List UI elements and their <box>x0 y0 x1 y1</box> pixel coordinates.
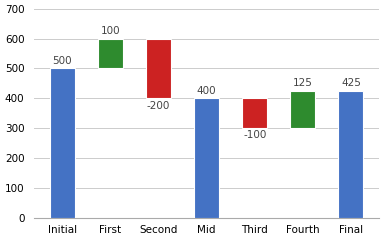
Bar <box>242 98 267 128</box>
Bar <box>146 39 171 98</box>
Text: 100: 100 <box>101 26 120 36</box>
Text: 500: 500 <box>53 56 72 66</box>
Bar <box>98 39 123 68</box>
Text: 425: 425 <box>341 78 361 89</box>
Bar <box>194 98 219 217</box>
Text: -100: -100 <box>243 131 266 140</box>
Text: 125: 125 <box>293 78 313 89</box>
Bar <box>338 91 364 217</box>
Bar <box>50 68 75 217</box>
Bar <box>290 91 315 128</box>
Text: -200: -200 <box>147 101 170 111</box>
Text: 400: 400 <box>197 86 217 96</box>
